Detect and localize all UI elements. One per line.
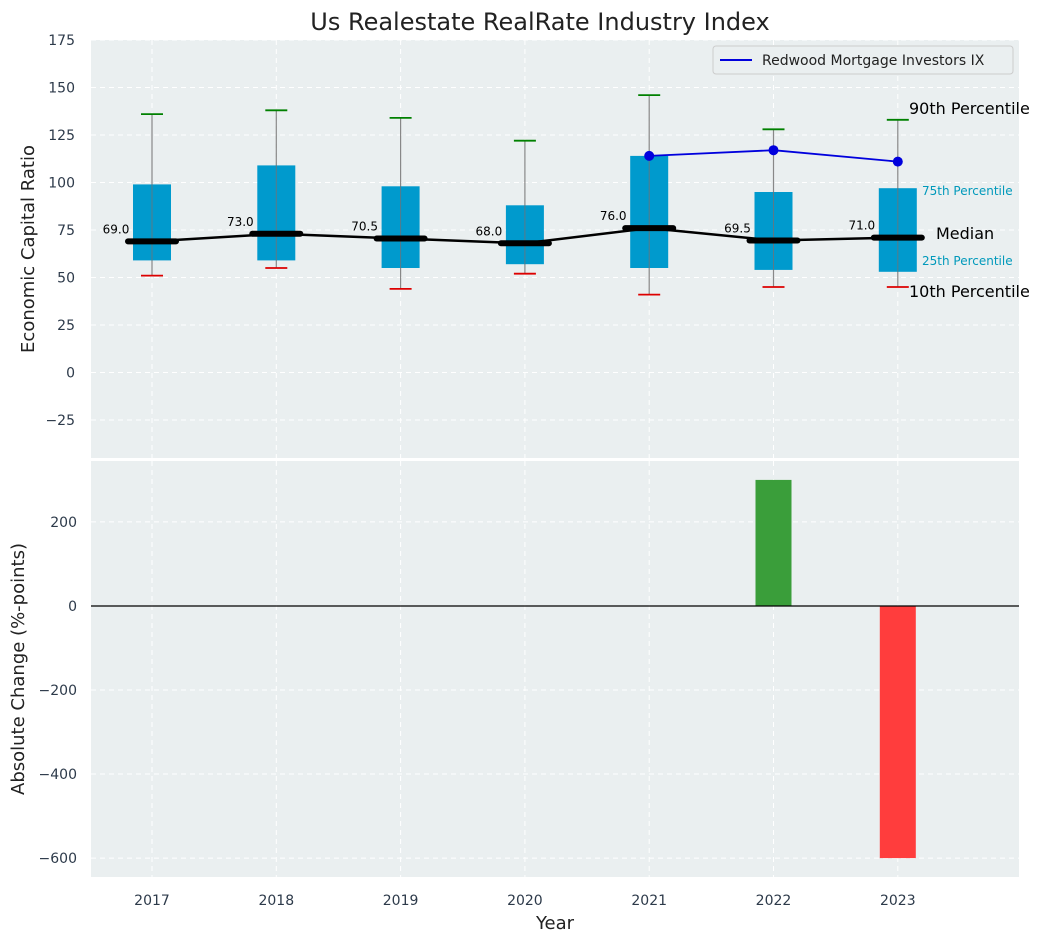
- p10-annotation: 10th Percentile: [909, 282, 1030, 301]
- top-y-axis-label: Economic Capital Ratio: [18, 145, 39, 353]
- median-value-label: 76.0: [600, 209, 627, 223]
- company-series-point: [644, 150, 655, 161]
- x-tick-label: 2022: [756, 893, 792, 909]
- bottom-y-tick-label: 0: [68, 599, 77, 615]
- p75-annotation: 75th Percentile: [922, 184, 1013, 198]
- median-annotation: Median: [936, 224, 994, 243]
- p25-annotation: 25th Percentile: [922, 254, 1013, 268]
- median-value-label: 69.5: [724, 221, 751, 235]
- median-value-label: 70.5: [351, 220, 378, 234]
- x-tick-label: 2017: [134, 893, 170, 909]
- x-axis-label: Year: [535, 913, 575, 934]
- top-y-tick-label: 50: [57, 271, 75, 287]
- x-ticks: 2017 2018 2019 2020 2021 2022 2023: [134, 893, 915, 909]
- bottom-y-tick-label: 200: [50, 515, 77, 531]
- median-value-label: 71.0: [848, 219, 875, 233]
- top-y-tick-label: 75: [57, 223, 75, 239]
- x-tick-label: 2020: [507, 893, 543, 909]
- percentile-annotations: 90th Percentile 75th Percentile Median 2…: [909, 99, 1030, 301]
- bottom-y-ticks: −600 −400 −200 0 200: [39, 515, 77, 867]
- top-y-tick-label: −25: [45, 413, 75, 429]
- x-tick-label: 2019: [383, 893, 419, 909]
- series-group: [644, 145, 903, 167]
- top-y-tick-label: 150: [48, 81, 75, 97]
- median-value-label: 68.0: [476, 224, 503, 238]
- legend-box: [712, 45, 1014, 75]
- bottom-y-tick-label: −400: [39, 767, 77, 783]
- top-y-tick-label: 125: [48, 128, 75, 144]
- top-y-tick-label: 100: [48, 176, 75, 192]
- top-y-tick-label: 0: [66, 366, 75, 382]
- top-y-ticks: −25 0 25 50 75 100 125 150 175: [45, 33, 75, 429]
- box-plot-group: 69.0 73.0 70.5 68.0 76.0 69.5 71.0: [103, 94, 925, 296]
- bottom-y-axis-label: Absolute Change (%-points): [8, 543, 29, 795]
- bottom-panel: −600 −400 −200 0 200 2017 2018 2019 2020 2021 202…: [8, 461, 1019, 934]
- positive-change-bar: [755, 479, 792, 606]
- top-y-tick-label: 175: [48, 33, 75, 49]
- company-series-point: [892, 156, 903, 167]
- x-tick-label: 2018: [258, 893, 294, 909]
- legend-label: Redwood Mortgage Investors IX: [762, 53, 985, 69]
- bottom-y-tick-label: −200: [39, 683, 77, 699]
- bottom-plot-background: [91, 461, 1019, 877]
- median-value-label: 73.0: [227, 215, 254, 229]
- median-value-label: 69.0: [103, 222, 130, 236]
- x-tick-label: 2023: [880, 893, 916, 909]
- legend: Redwood Mortgage Investors IX: [712, 45, 1014, 75]
- p90-annotation: 90th Percentile: [909, 99, 1030, 118]
- top-panel: −25 0 25 50 75 100 125 150 175 69.0 73.0 70.5 68.0 7…: [18, 33, 1030, 458]
- negative-change-bar: [879, 605, 916, 859]
- chart-title: Us Realestate RealRate Industry Index: [310, 8, 769, 36]
- company-series-point: [768, 145, 779, 156]
- x-tick-label: 2021: [631, 893, 667, 909]
- top-plot-background: [91, 40, 1019, 458]
- top-y-tick-label: 25: [57, 318, 75, 334]
- bar-group: [755, 479, 916, 859]
- bottom-y-tick-label: −600: [39, 851, 77, 867]
